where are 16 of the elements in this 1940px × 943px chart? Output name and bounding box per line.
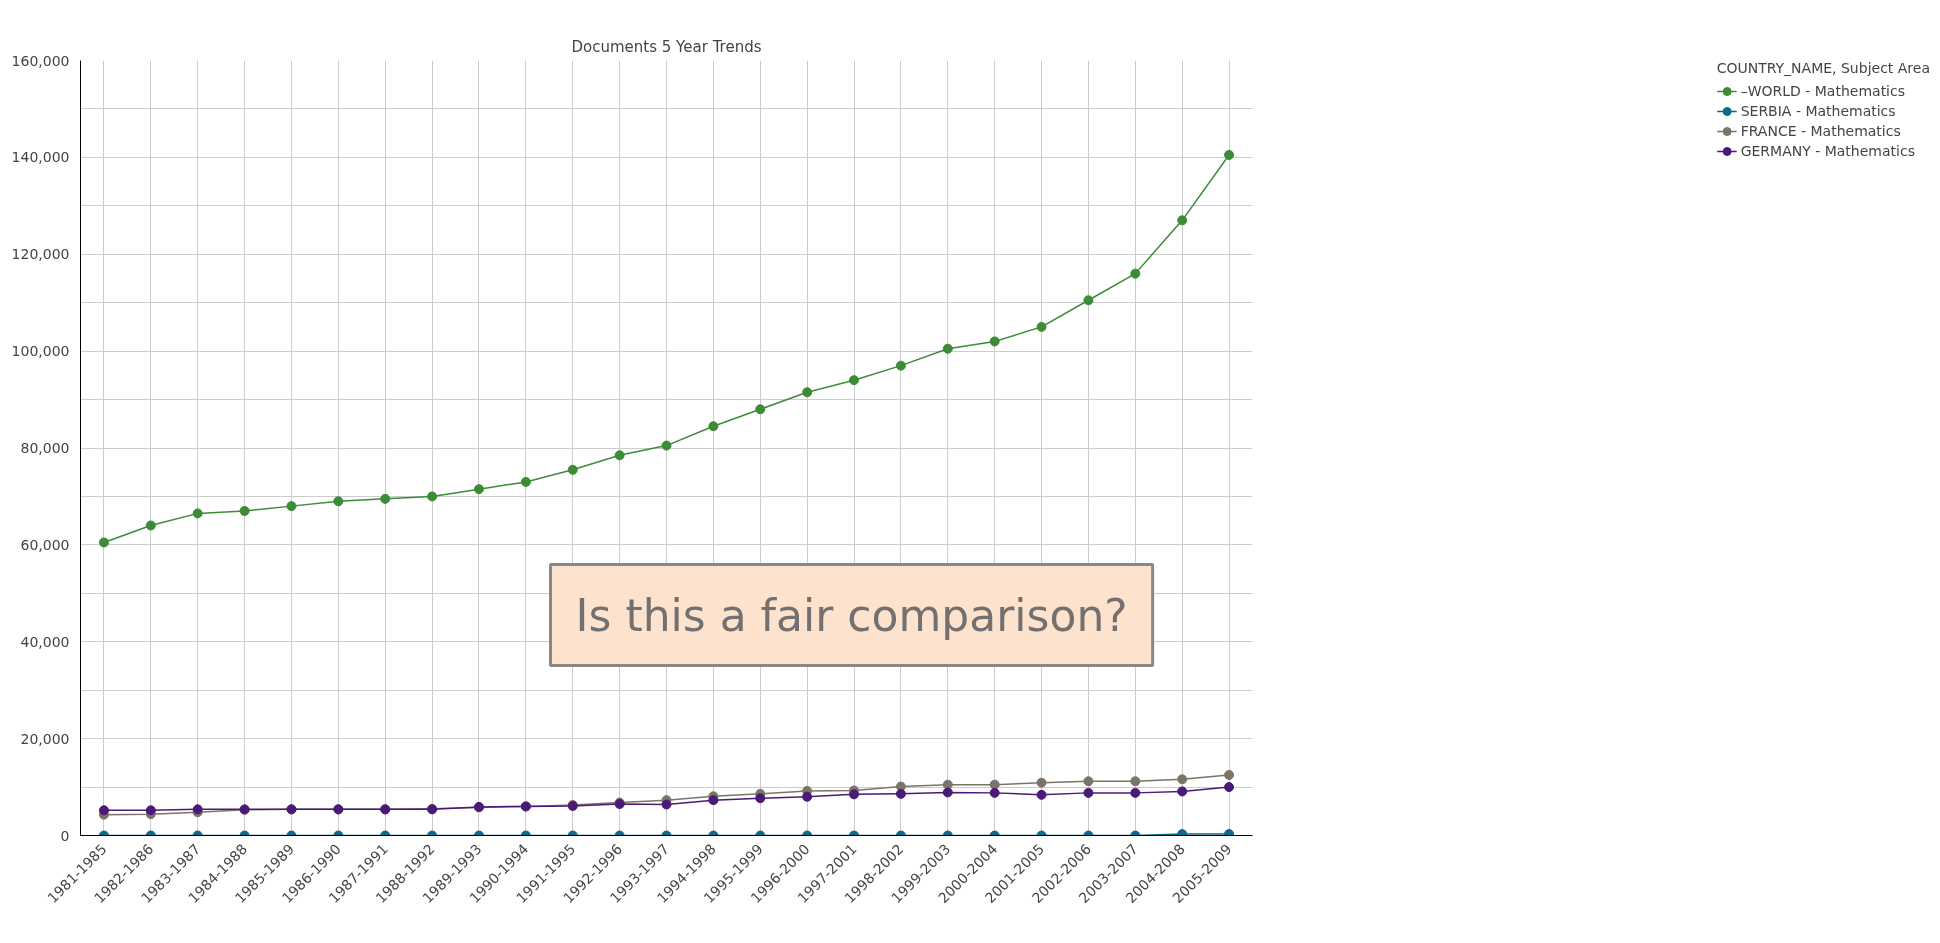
y-tick-label: 40,000 <box>20 633 70 650</box>
legend-title: COUNTRY_NAME, Subject Area <box>1716 60 1930 76</box>
legend-label: FRANCE - Mathematics <box>1740 123 1901 139</box>
annotation: Is this a fair comparison? <box>575 589 1128 641</box>
y-tick-label: 120,000 <box>11 246 70 263</box>
legend-label: SERBIA - Mathematics <box>1740 103 1896 119</box>
y-tick-label: 60,000 <box>20 536 70 553</box>
y-tick-label: 100,000 <box>11 343 70 360</box>
y-tick-label: 160,000 <box>11 52 70 69</box>
y-tick-label: 140,000 <box>11 149 70 166</box>
legend-label: GERMANY - Mathematics <box>1740 143 1915 159</box>
y-tick-label: 80,000 <box>20 440 70 456</box>
text: 20,000 <box>20 730 70 747</box>
legend-label: –WORLD - Mathematics <box>1740 83 1905 99</box>
chart-title: Documents 5 Year Trends <box>571 37 762 56</box>
y-tick-label: 0 <box>60 827 70 844</box>
